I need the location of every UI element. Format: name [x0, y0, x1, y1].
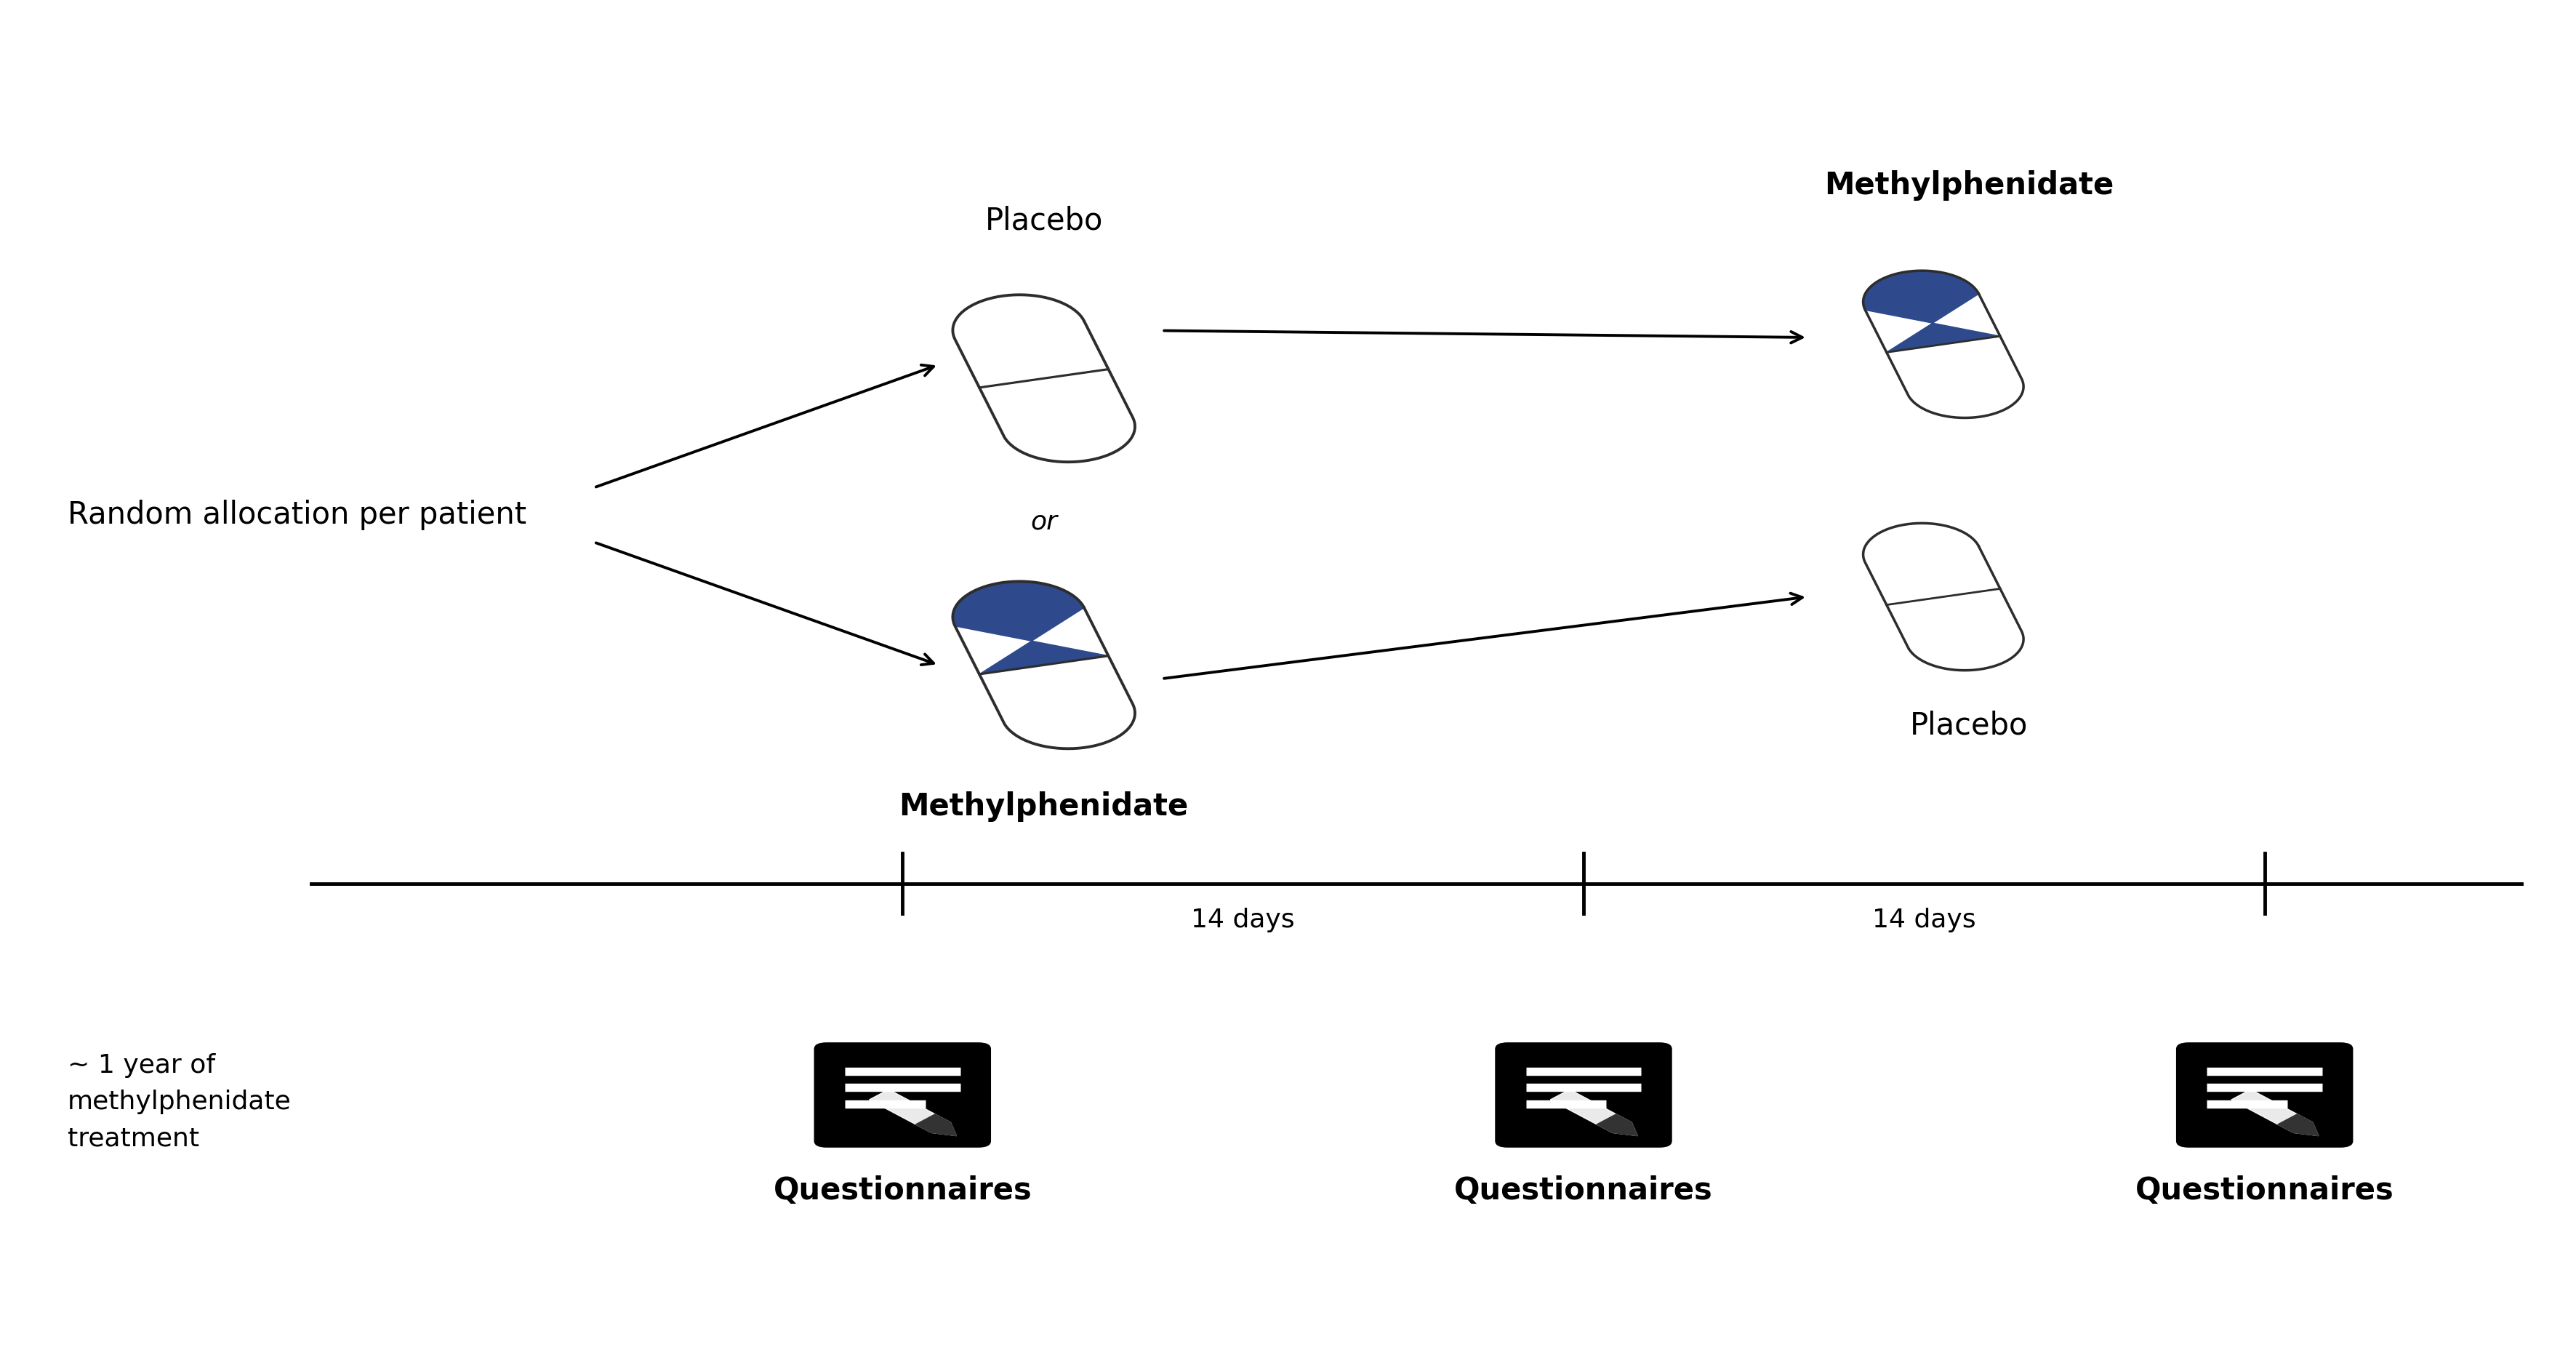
Text: ~ 1 year of
methylphenidate
treatment: ~ 1 year of methylphenidate treatment	[67, 1053, 291, 1150]
Polygon shape	[1597, 1115, 1638, 1135]
Text: Questionnaires: Questionnaires	[773, 1175, 1033, 1206]
FancyBboxPatch shape	[814, 1042, 992, 1148]
Polygon shape	[914, 1115, 956, 1135]
Text: Placebo: Placebo	[984, 206, 1103, 236]
Text: Questionnaires: Questionnaires	[1455, 1175, 1713, 1206]
Polygon shape	[953, 581, 1108, 675]
Text: 14 days: 14 days	[1190, 908, 1296, 932]
Polygon shape	[2277, 1115, 2318, 1135]
Text: 14 days: 14 days	[1873, 908, 1976, 932]
Polygon shape	[2231, 1090, 2318, 1135]
FancyBboxPatch shape	[1494, 1042, 1672, 1148]
Text: Random allocation per patient: Random allocation per patient	[67, 499, 526, 531]
Text: Questionnaires: Questionnaires	[2136, 1175, 2393, 1206]
Text: Placebo: Placebo	[1909, 710, 2027, 740]
Polygon shape	[1886, 588, 2025, 670]
Polygon shape	[979, 655, 1136, 749]
FancyBboxPatch shape	[2177, 1042, 2352, 1148]
Polygon shape	[1886, 336, 2025, 418]
Text: or: or	[1030, 510, 1056, 535]
Polygon shape	[1551, 1090, 1638, 1135]
Text: Methylphenidate: Methylphenidate	[899, 791, 1188, 821]
Text: Methylphenidate: Methylphenidate	[1824, 170, 2115, 202]
Polygon shape	[1862, 524, 1999, 605]
Polygon shape	[1862, 270, 1999, 352]
Polygon shape	[868, 1090, 956, 1135]
Polygon shape	[953, 295, 1108, 388]
Polygon shape	[979, 369, 1136, 462]
